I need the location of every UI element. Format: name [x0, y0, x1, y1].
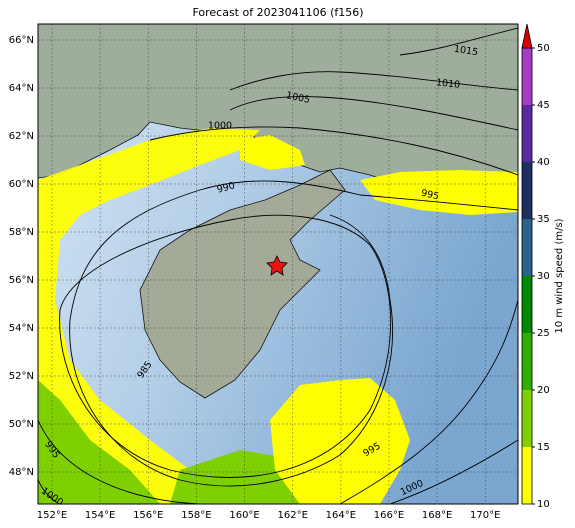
colorbar-tick-label: 45	[537, 100, 550, 111]
lon-tick-label: 154°E	[85, 510, 115, 521]
colorbar-tick-label: 20	[537, 385, 550, 396]
colorbar-extend	[521, 23, 533, 49]
isobar	[38, 439, 518, 504]
colorbar-tick-label: 15	[537, 442, 550, 453]
colorbar-tick-label: 40	[537, 157, 550, 168]
isobar	[149, 126, 518, 176]
isobar	[229, 71, 518, 91]
colorbar-segment	[522, 105, 532, 162]
colorbar-segment	[522, 276, 532, 333]
lat-tick-label: 62°N	[9, 131, 34, 142]
wind-zone	[38, 380, 160, 504]
map-frame	[37, 23, 519, 505]
coastline	[139, 169, 346, 399]
colorbar-tick-label: 50	[537, 43, 550, 54]
colorbar-tick-label: 35	[537, 214, 550, 225]
colorbar-segment	[522, 447, 532, 504]
lat-tick-label: 60°N	[9, 179, 34, 190]
lon-tick-label: 152°E	[37, 510, 67, 521]
wind-zone	[38, 128, 260, 504]
colorbar-segment	[522, 219, 532, 276]
isobar	[38, 299, 518, 504]
colorbar-tick-label: 30	[537, 271, 550, 282]
lon-tick-label: 170°E	[470, 510, 500, 521]
colorbar-tick-label: 10	[537, 499, 550, 510]
isobar	[69, 180, 518, 487]
title: Forecast of 2023041106 (f156)	[192, 6, 363, 19]
lon-tick-label: 160°E	[229, 510, 259, 521]
colorbar-segment	[522, 333, 532, 390]
lat-tick-label: 66°N	[9, 35, 34, 46]
wind-zone	[240, 135, 305, 170]
colorbar-segment	[522, 390, 532, 447]
lon-tick-label: 168°E	[422, 510, 452, 521]
isobar	[399, 27, 518, 56]
isobar	[59, 214, 392, 478]
lat-tick-label: 50°N	[9, 419, 34, 430]
lat-tick-label: 58°N	[9, 227, 34, 238]
lat-tick-label: 48°N	[9, 467, 34, 478]
isobar-label: 1010	[435, 77, 460, 90]
location-marker	[266, 255, 288, 276]
isobar-label: 1005	[285, 90, 311, 106]
lon-tick-label: 162°E	[277, 510, 307, 521]
lon-tick-label: 166°E	[374, 510, 404, 521]
isobar-label: 1015	[453, 44, 478, 58]
lat-tick-label: 64°N	[9, 83, 34, 94]
lat-tick-label: 54°N	[9, 323, 34, 334]
lon-tick-label: 158°E	[181, 510, 211, 521]
isobar-label: 995	[420, 188, 440, 203]
lon-tick-label: 164°E	[326, 510, 356, 521]
colorbar-tick-label: 25	[537, 328, 550, 339]
lon-tick-label: 156°E	[133, 510, 163, 521]
colorbar-segment	[522, 162, 532, 219]
isobar	[229, 96, 518, 131]
colorbar-label: 10 m wind speed (m/s)	[554, 218, 565, 333]
colorbar-segment	[522, 48, 532, 105]
isobar-label: 1000	[208, 121, 232, 132]
lat-tick-label: 52°N	[9, 371, 34, 382]
wind-zone	[360, 170, 518, 215]
land-north	[38, 24, 518, 185]
lat-tick-label: 56°N	[9, 275, 34, 286]
isobar-label: 990	[216, 180, 236, 195]
kamchatka	[140, 170, 345, 398]
